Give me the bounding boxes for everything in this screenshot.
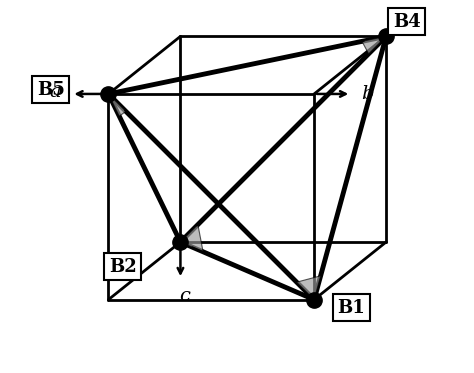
Polygon shape xyxy=(297,276,320,300)
Text: B2: B2 xyxy=(109,258,137,276)
Text: b: b xyxy=(361,85,374,103)
Polygon shape xyxy=(181,225,203,252)
Polygon shape xyxy=(109,94,126,116)
Text: B4: B4 xyxy=(393,13,420,31)
Polygon shape xyxy=(362,36,386,54)
Text: c: c xyxy=(179,286,190,304)
Text: B1: B1 xyxy=(337,299,365,317)
Text: a: a xyxy=(49,83,61,101)
Text: B5: B5 xyxy=(37,81,65,99)
